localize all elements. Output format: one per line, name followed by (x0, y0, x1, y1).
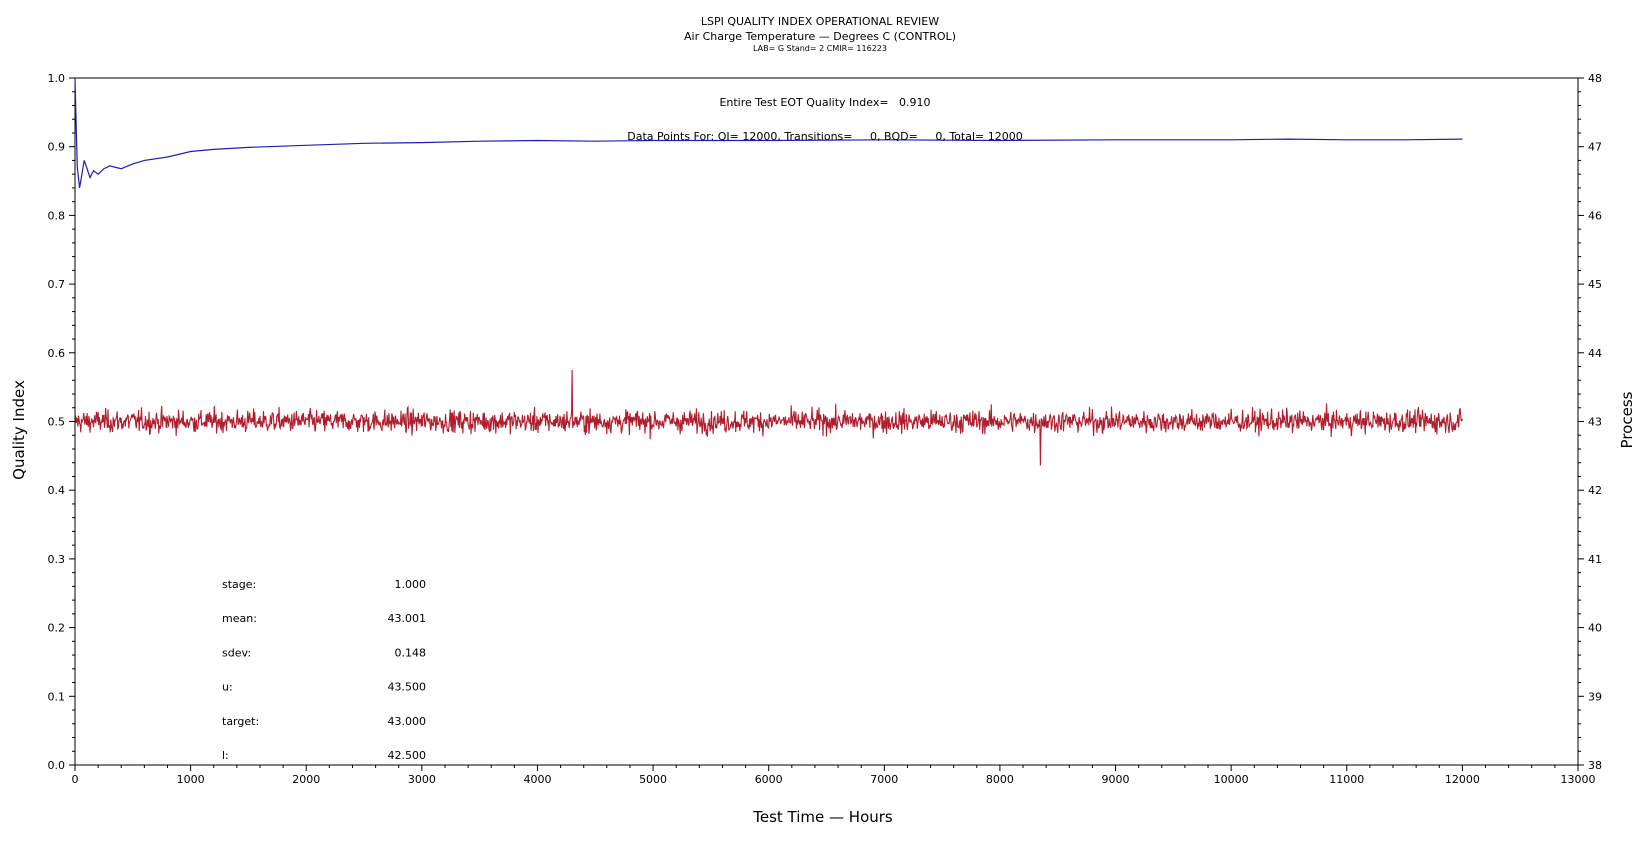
x-tick-label: 11000 (1329, 773, 1364, 786)
y2-tick-label: 38 (1588, 759, 1602, 772)
x-tick-label: 3000 (408, 773, 436, 786)
y-tick-label: 0.3 (48, 553, 66, 566)
x-tick-label: 8000 (986, 773, 1014, 786)
x-tick-label: 0 (72, 773, 79, 786)
qi-line-series (74, 77, 1463, 188)
x-tick-label: 12000 (1445, 773, 1480, 786)
y-tick-label: 0.5 (48, 416, 66, 429)
y-tick-label: 0.9 (48, 141, 66, 154)
x-tick-label: 4000 (523, 773, 551, 786)
stat-value: 1.000 (395, 578, 427, 591)
y2-tick-label: 46 (1588, 209, 1602, 222)
y-tick-label: 0.8 (48, 209, 66, 222)
x-tick-label: 9000 (1102, 773, 1130, 786)
stat-value: 43.000 (388, 715, 427, 728)
stat-label: mean: (222, 612, 257, 625)
y2-tick-label: 40 (1588, 622, 1602, 635)
y2-tick-label: 42 (1588, 484, 1602, 497)
y2-tick-label: 45 (1588, 278, 1602, 291)
stat-label: l: (222, 749, 229, 762)
y-tick-label: 0.7 (48, 278, 66, 291)
x-tick-label: 6000 (755, 773, 783, 786)
y-tick-label: 0.4 (48, 484, 66, 497)
x-tick-label: 13000 (1561, 773, 1596, 786)
stat-value: 42.500 (388, 749, 427, 762)
chart-subtitle: Air Charge Temperature — Degrees C (CONT… (684, 30, 956, 43)
stat-label: target: (222, 715, 259, 728)
y2-tick-label: 47 (1588, 141, 1602, 154)
stat-label: sdev: (222, 646, 251, 659)
stats-block: stage: 1.000 mean: 43.001 sdev: 0.148 u: 43.500… (222, 578, 426, 762)
process-line (74, 369, 1463, 466)
annotation-qi: Entire Test EOT Quality Index= 0.910 (719, 96, 930, 109)
y2-axis-label: Process (1618, 391, 1636, 448)
chart-subtitle-2: LAB= G Stand= 2 CMIR= 116223 (753, 44, 887, 53)
stat-value: 43.001 (388, 612, 427, 625)
y2-tick-label: 43 (1588, 416, 1602, 429)
x-tick-label: 5000 (639, 773, 667, 786)
y-tick-label: 0.1 (48, 690, 66, 703)
y-tick-label: 0.6 (48, 347, 66, 360)
y2-tick-label: 39 (1588, 690, 1602, 703)
y-tick-label: 0.0 (48, 759, 66, 772)
y2-tick-label: 41 (1588, 553, 1602, 566)
x-axis-label: Test Time — Hours (752, 808, 893, 826)
x-axis: 0 1000 2000 3000 4000 5000 6000 7000 8000 9000 100… (72, 765, 1596, 786)
y-axis-label: Quality Index (10, 380, 28, 480)
x-tick-label: 7000 (870, 773, 898, 786)
y-tick-label: 1.0 (48, 72, 66, 85)
x-tick-label: 1000 (177, 773, 205, 786)
qi-line (74, 77, 1463, 188)
y2-tick-label: 48 (1588, 72, 1602, 85)
process-series (74, 369, 1463, 466)
stat-value: 43.500 (388, 681, 427, 694)
y-axis-right: 38 39 40 41 42 43 44 45 46 47 48 (1578, 72, 1602, 772)
x-tick-label: 2000 (292, 773, 320, 786)
stat-value: 0.148 (395, 646, 427, 659)
stat-label: u: (222, 681, 233, 694)
chart-title: LSPI QUALITY INDEX OPERATIONAL REVIEW (701, 15, 939, 28)
x-tick-label: 10000 (1214, 773, 1249, 786)
y-axis-left: 0.0 0.1 0.2 0.3 0.4 0.5 0.6 0.7 0.8 0.9 1.0 (48, 72, 75, 772)
y-tick-label: 0.2 (48, 622, 66, 635)
y2-tick-label: 44 (1588, 347, 1602, 360)
annotation-points: Data Points For: QI= 12000, Transitions=… (627, 130, 1022, 143)
stat-label: stage: (222, 578, 256, 591)
